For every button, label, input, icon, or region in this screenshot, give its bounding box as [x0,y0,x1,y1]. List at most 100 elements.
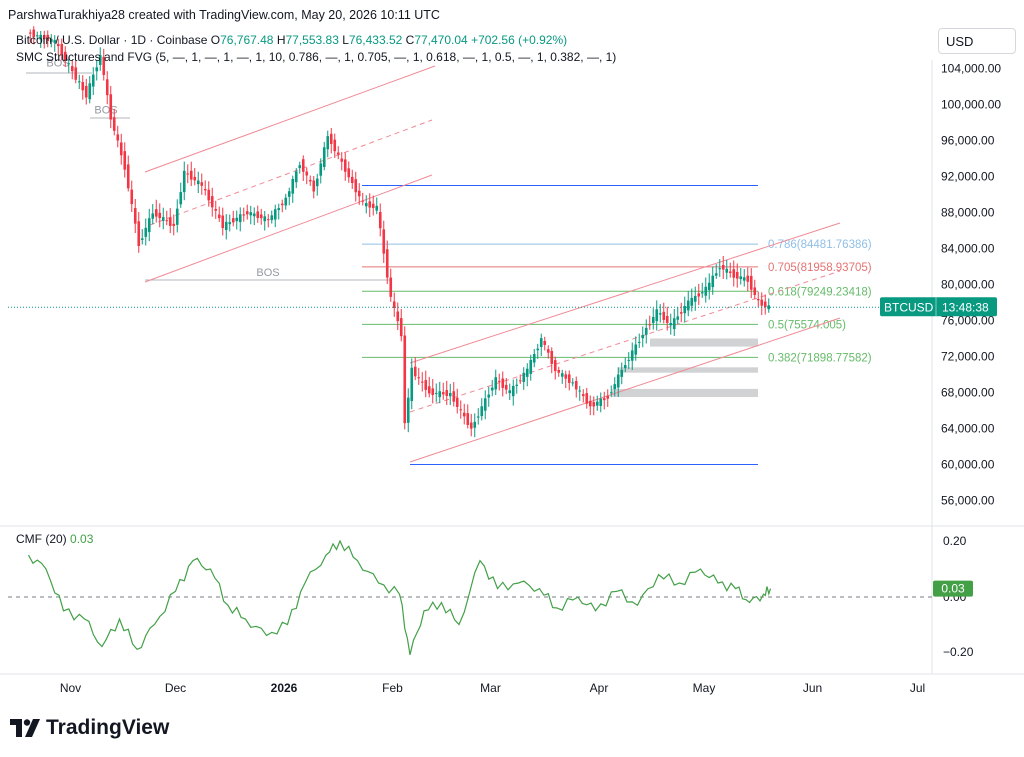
candle-body [298,165,302,169]
price-tag[interactable] [880,297,997,317]
candle-body [760,299,764,306]
logo-text: TradingView [46,716,170,739]
time-axis-tick: Jul [910,681,925,695]
candle-body [305,171,309,176]
candle-body [571,382,575,384]
tradingview-logo[interactable]: TradingView [10,716,169,740]
channel2-mid [409,270,841,413]
candle-body [123,151,127,170]
candle-body [690,297,694,306]
candle-body [214,208,218,211]
candle-body [161,217,165,221]
bos-label: BOS [46,58,69,70]
indicator-legend[interactable]: SMC Structures and FVG (5, —, 1, —, 1, —… [16,50,617,64]
candle-body [427,386,431,394]
channel2-lower [409,317,841,463]
candle-body [165,220,169,222]
currency-button[interactable]: USD [938,28,1016,54]
time-axis-tick: 2026 [271,681,298,695]
candle-body [259,214,263,219]
candle-body [382,229,386,254]
candle-body [266,219,270,221]
candle-body [714,273,718,276]
candle-body [651,316,655,324]
price-axis-tick: 100,000.00 [941,98,1001,112]
candle-body [284,197,288,206]
candle-body [235,217,239,222]
close-value: 77,470.04 [414,33,468,47]
time-axis-tick: Jun [803,681,822,695]
candle-body [543,341,547,345]
candle-body [242,214,246,216]
candle-body [462,412,466,417]
candle-body [641,334,645,339]
candle-body [501,378,505,388]
candle-body [224,221,228,231]
price-axis-tick: 80,000.00 [941,278,995,292]
candle-body [301,159,305,172]
candle-body [739,276,743,280]
fvg-zone [612,388,758,397]
candle-body [200,182,204,186]
candle-body [613,384,617,390]
candle-body [112,117,116,131]
channel-upper [144,65,436,173]
candle-body [249,212,253,216]
candle-body [280,203,284,206]
candle-body [686,300,690,311]
candle-body [133,208,137,224]
candle-body [704,286,708,296]
candle-body [158,212,162,219]
candle-body [193,176,197,181]
candle-body [252,213,256,217]
candle-body [662,311,666,320]
fib-level-label: 0.786(84481.76386) [768,239,872,251]
change-value: +702.56 (+0.92%) [471,33,568,47]
candle-body [700,292,704,294]
candle-body [228,222,232,225]
candle-body [445,390,449,397]
candle-body [389,277,393,297]
candle-body [490,387,494,391]
candle-body [273,209,277,220]
candle-body [182,170,186,193]
candle-body [245,211,249,215]
candle-body [63,51,67,61]
candle-body [322,147,326,168]
candle-body [452,391,456,402]
symbol-name[interactable]: Bitcoin / U.S. Dollar · 1D · Coinbase [16,33,208,47]
candle-body [140,238,144,240]
time-axis-tick: Feb [382,681,403,695]
candle-body [441,392,445,395]
candle-body [371,203,375,208]
price-axis-tick: 96,000.00 [941,134,995,148]
candle-body [70,66,74,72]
bos-label: BOS [256,267,279,279]
candle-body [431,388,435,396]
cmf-axis-tick: 0.20 [943,534,967,548]
candle-body [350,176,354,184]
candle-body [42,34,46,40]
candle-body [637,341,641,343]
candle-body [756,299,760,301]
cmf-legend[interactable]: CMF (20) 0.03 [16,532,93,546]
candle-body [595,401,599,406]
candle-body [326,136,330,150]
candle-body [357,190,361,197]
candle-body [49,38,53,43]
cmf-value-tag-text: 0.03 [941,582,965,596]
candle-body [67,63,71,65]
candle-body [32,29,36,37]
candle-body [172,223,176,226]
candle-body [459,409,463,411]
open-value: 76,767.48 [220,33,274,47]
candle-body [406,397,410,423]
candle-body [550,351,554,364]
candle-body [403,335,407,424]
cmf-value-tag[interactable] [933,580,973,597]
time-axis-tick: Apr [590,681,609,695]
candle-body [137,221,141,247]
candle-body [392,301,396,309]
candle-body [420,381,424,383]
